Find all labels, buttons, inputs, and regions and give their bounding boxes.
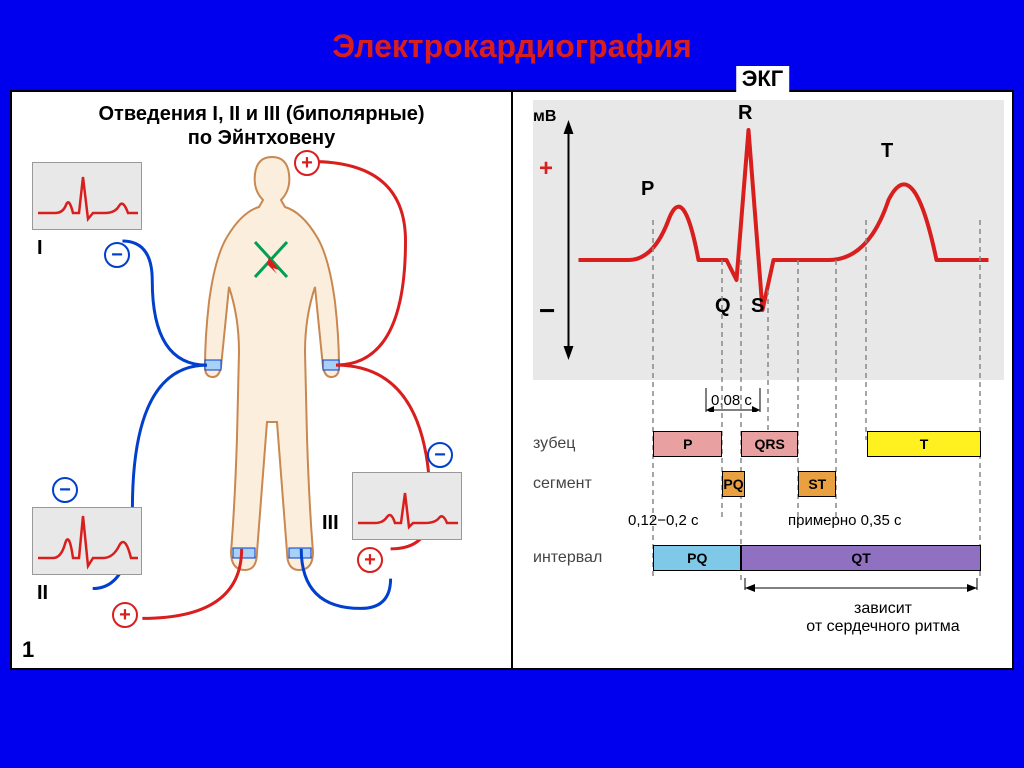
- lead1-trace: [33, 163, 143, 231]
- row-interval: интервал PQQT: [533, 544, 1004, 572]
- axis-minus-label: −: [539, 295, 555, 327]
- segment-block-qt: QT: [741, 545, 981, 571]
- lead3-trace: [353, 473, 463, 541]
- panels-container: Отведения I, II и III (биполярные) по Эй…: [10, 90, 1014, 670]
- segment-block-p: P: [653, 431, 722, 457]
- row-wave-label: зубец: [533, 435, 623, 453]
- lead2-plus-icon: +: [112, 602, 138, 628]
- pq-time-label: 0,12−0,2 с: [628, 512, 698, 529]
- lead2-box: [32, 507, 142, 575]
- segment-block-t: T: [867, 431, 981, 457]
- segment-block-pq: PQ: [653, 545, 741, 571]
- lead2-minus-icon: −: [52, 477, 78, 503]
- row-interval-label: интервал: [533, 549, 623, 567]
- lead2-label: II: [37, 582, 48, 605]
- lead1-label: I: [37, 237, 43, 260]
- row-wave: зубец P QRS T: [533, 430, 1004, 458]
- lead3-box: [352, 472, 462, 540]
- lead1-box: [32, 162, 142, 230]
- lead-top-plus-icon: +: [294, 150, 320, 176]
- row-wave-track: P QRS T: [623, 431, 1004, 457]
- row-segment-track: PQ ST: [623, 471, 1004, 497]
- lead2-trace: [33, 508, 143, 576]
- page-title: Электрокардиография: [0, 28, 1024, 65]
- row-interval-track: PQQT: [623, 545, 1004, 571]
- lead3-label: III: [322, 512, 339, 535]
- qt-time-label: примерно 0,35 с: [788, 512, 902, 529]
- qt-footer-bracket: [741, 578, 981, 598]
- axis-mv-label: мВ: [533, 108, 556, 126]
- row-segment-label: сегмент: [533, 475, 623, 493]
- segment-block-qrs: QRS: [741, 431, 798, 457]
- lead1-minus-icon: −: [104, 242, 130, 268]
- right-panel: ЭКГ мВ + − P Q R S T 0,08 с: [513, 92, 1012, 668]
- lead3-plus-icon: +: [357, 547, 383, 573]
- footer-text: зависит от сердечного ритма: [793, 600, 973, 636]
- panel-number: 1: [22, 637, 34, 663]
- row-segment: сегмент PQ ST: [533, 470, 1004, 498]
- lead3-minus-icon: −: [427, 442, 453, 468]
- ecg-title: ЭКГ: [736, 66, 790, 92]
- axis-plus-label: +: [539, 155, 553, 183]
- segment-block-pq: PQ: [722, 471, 745, 497]
- segment-block-st: ST: [798, 471, 836, 497]
- left-panel: Отведения I, II и III (биполярные) по Эй…: [12, 92, 513, 668]
